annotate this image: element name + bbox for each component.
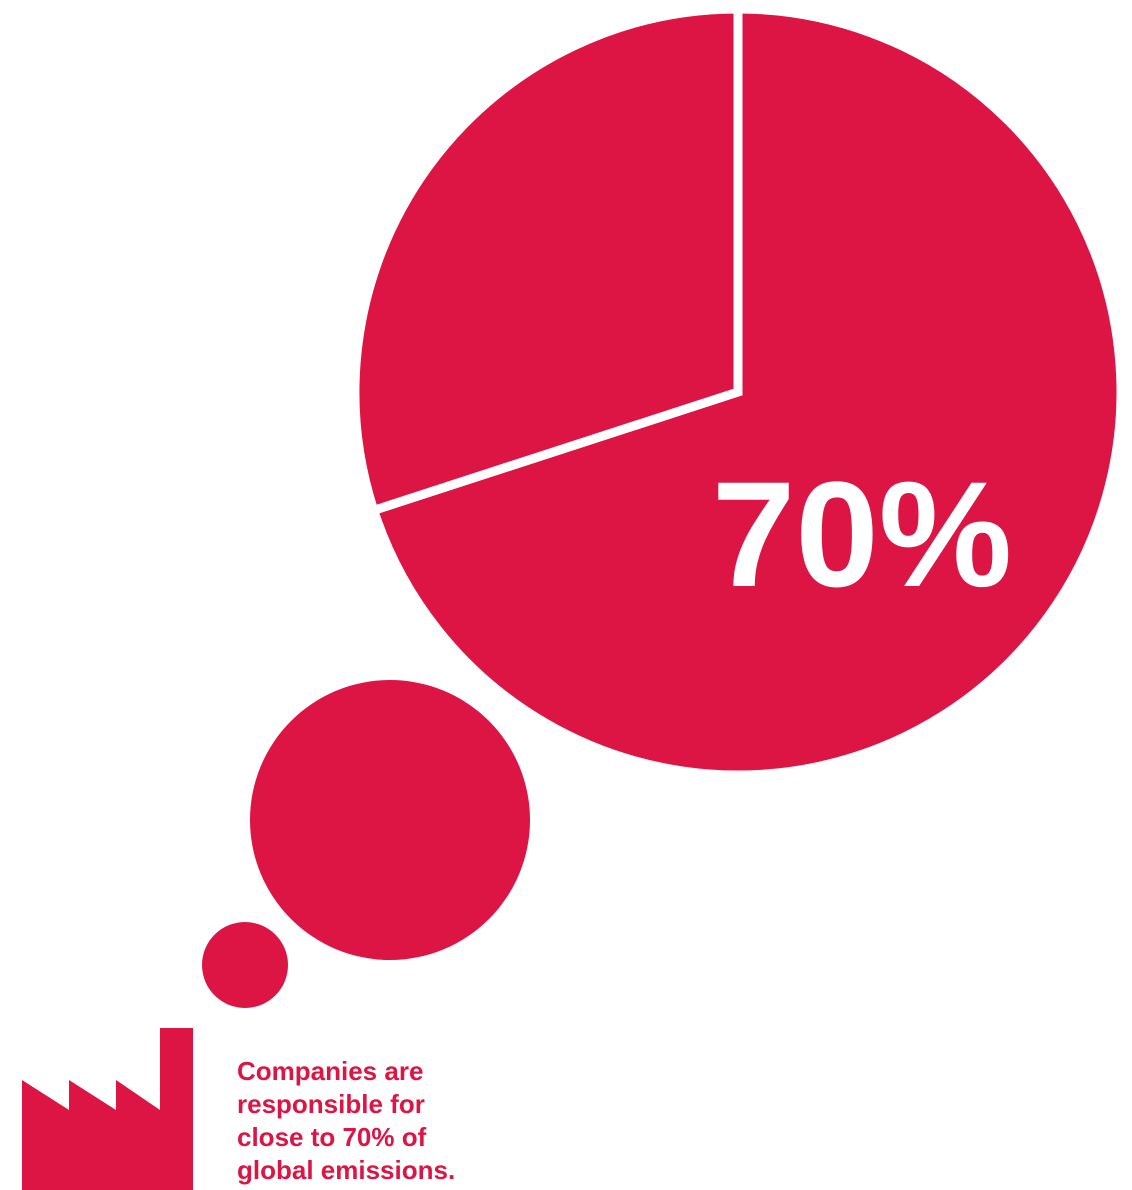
pie-chart xyxy=(350,4,1126,780)
factory-icon xyxy=(22,1028,193,1190)
pie-slice-major xyxy=(368,4,1126,780)
caption-line: close to 70% of xyxy=(237,1122,427,1152)
caption-line: Companies are xyxy=(237,1056,424,1086)
pie-slice-minor xyxy=(350,4,743,517)
pie-slice-label-main: 70% xyxy=(712,450,1012,618)
thought-bubble-small xyxy=(202,922,288,1008)
thought-bubble-icon xyxy=(202,680,530,1008)
caption-line: global emissions. xyxy=(237,1155,456,1185)
caption-line: responsible for xyxy=(237,1089,425,1119)
thought-bubble-large xyxy=(250,680,530,960)
caption-text: Companies are responsible for close to 7… xyxy=(237,1055,497,1187)
